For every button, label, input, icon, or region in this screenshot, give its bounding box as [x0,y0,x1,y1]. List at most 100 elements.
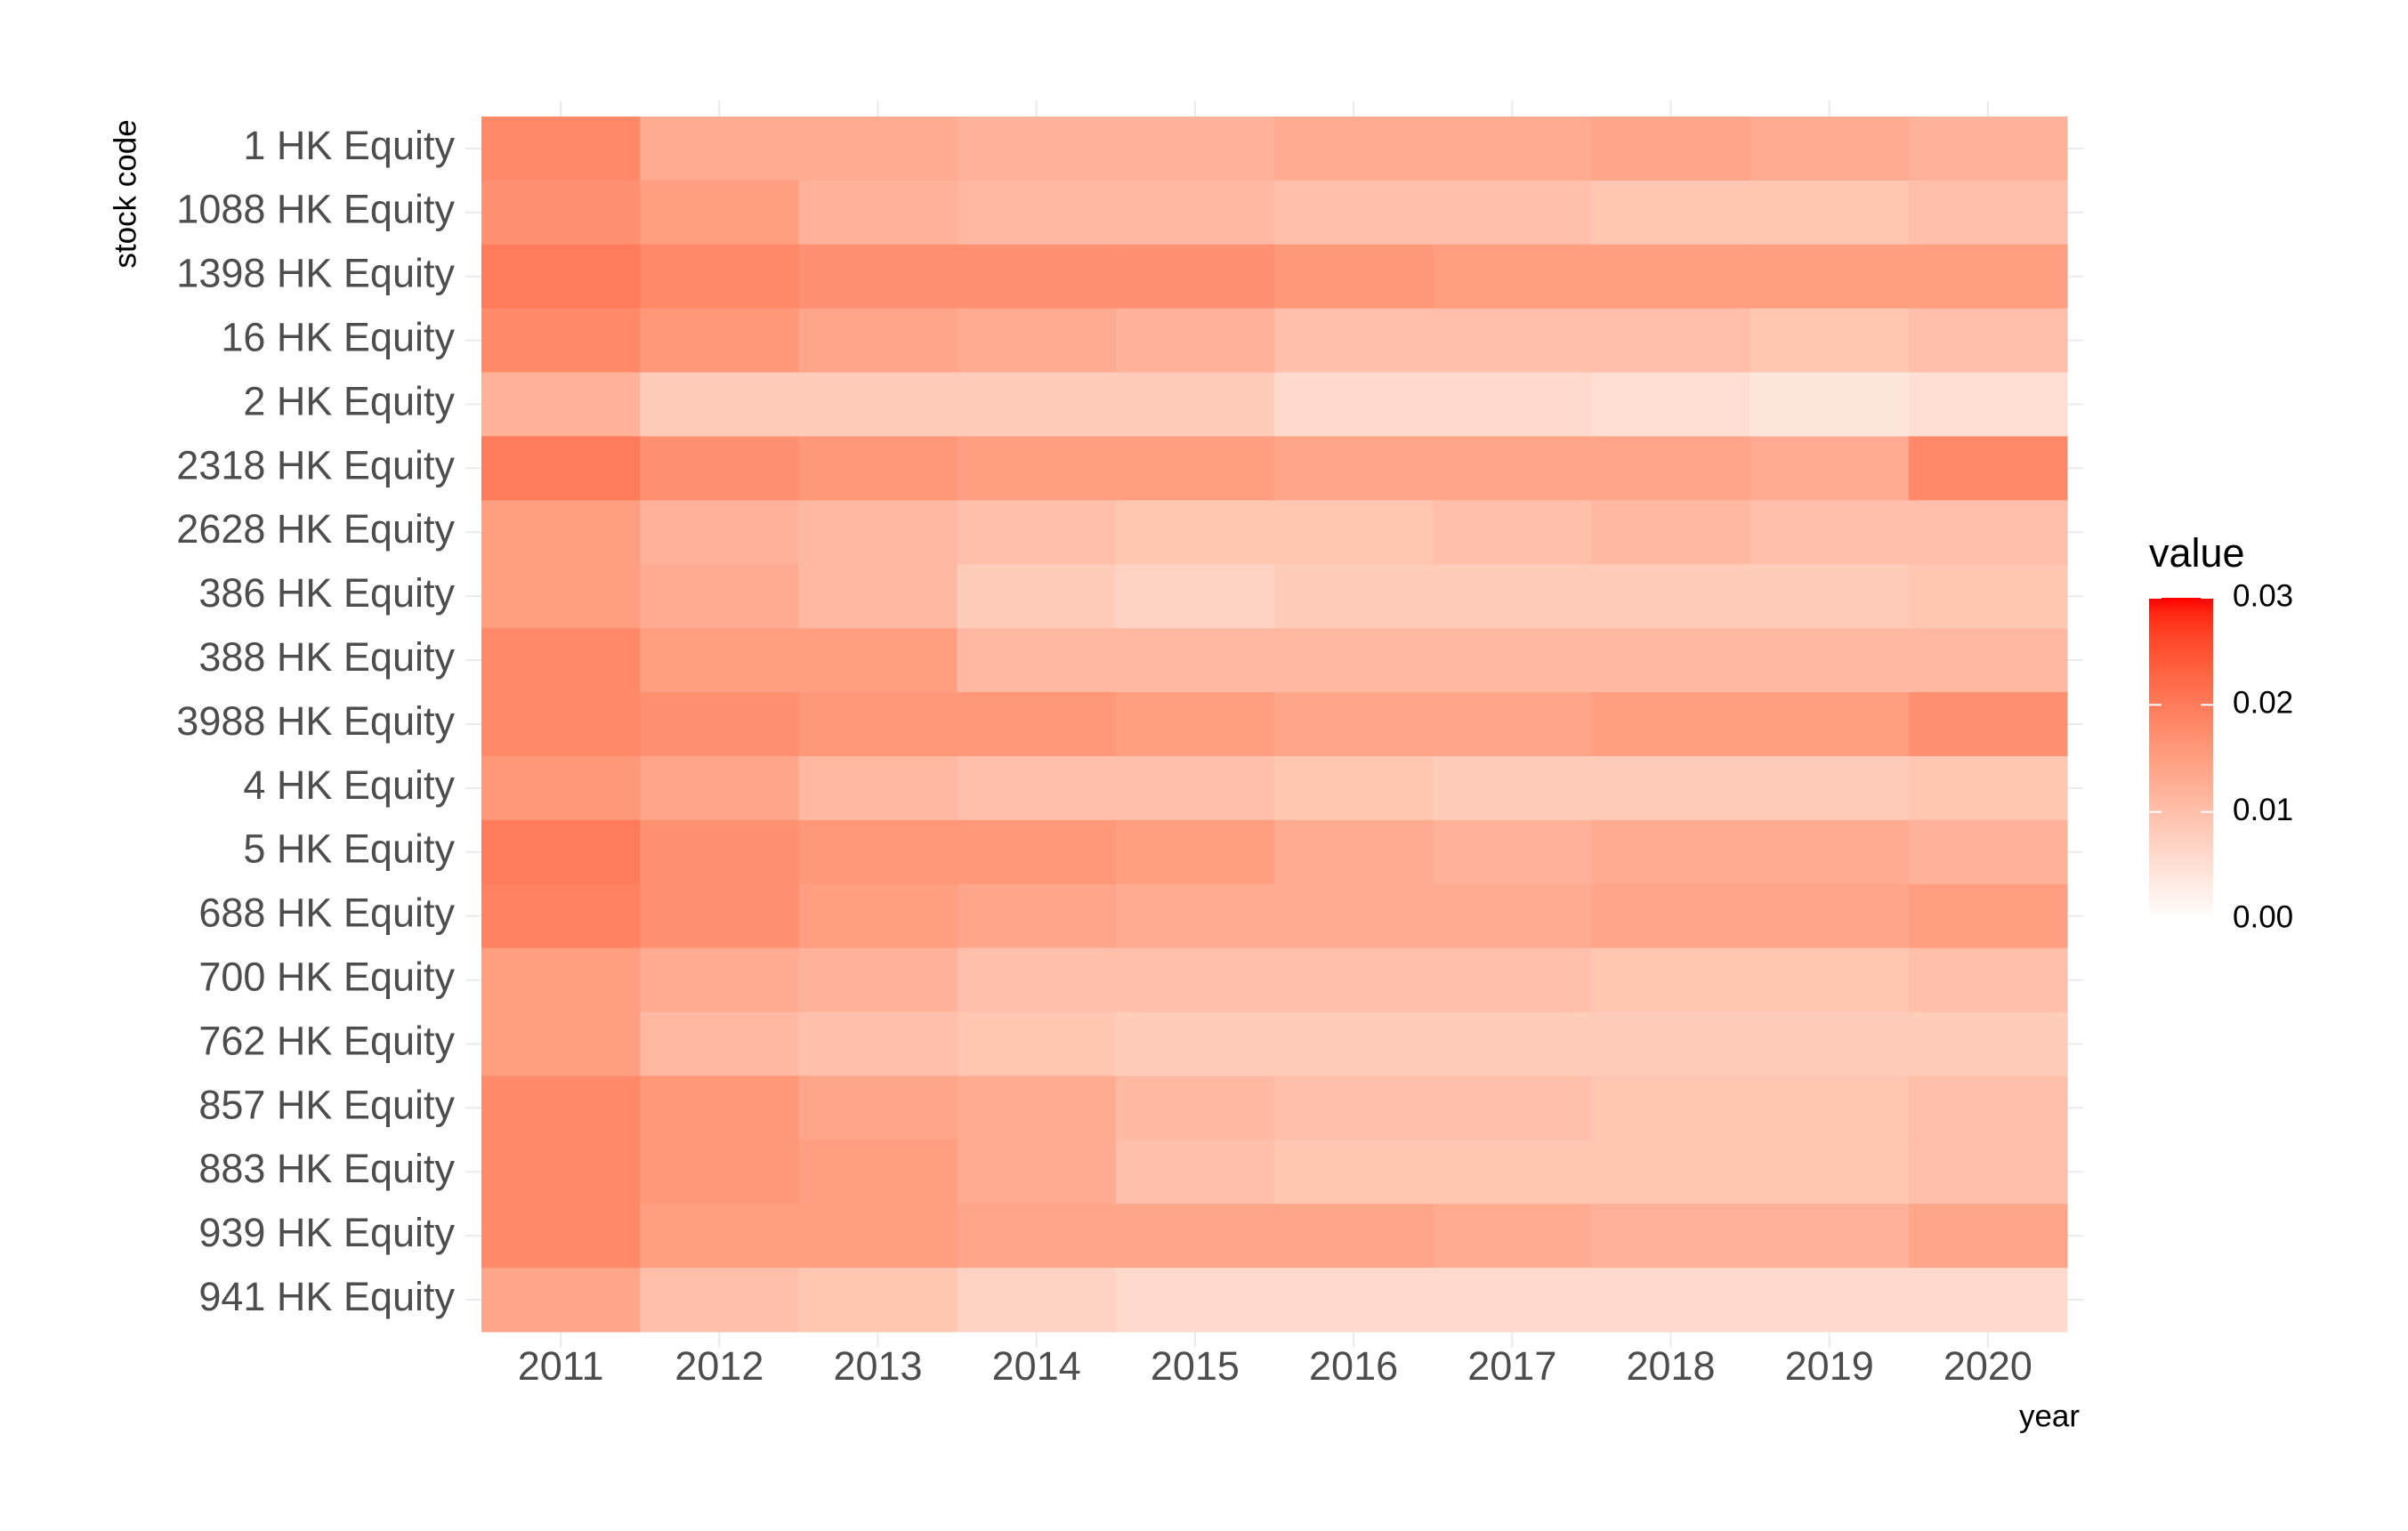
heat-cell [1908,1076,2068,1140]
heat-cell [798,883,958,949]
heat-cell [640,500,799,565]
heat-cell [640,1140,799,1205]
heat-cell [640,1204,799,1269]
y-tick-label: 700 HK Equity [198,954,455,999]
heat-cell [1433,372,1592,437]
heat-cell [1274,947,1434,1013]
heat-cell [1908,244,2068,310]
heat-cell [1908,883,2068,949]
heat-cell [1433,180,1592,246]
y-tick-label: 941 HK Equity [198,1274,455,1319]
x-tick-label: 2018 [1626,1343,1715,1389]
heat-cell [798,500,958,565]
heat-cell [798,1204,958,1269]
x-tick-label: 2020 [1943,1343,2032,1389]
heat-cell [1115,372,1275,437]
heat-cell [1433,1076,1592,1140]
heat-cell [957,180,1117,246]
heat-cell [640,564,799,629]
heat-cell [1115,180,1275,246]
heat-cell [640,628,799,693]
heat-cell [1115,947,1275,1013]
heat-cell [798,308,958,374]
heat-cell [1115,564,1275,629]
heat-cell [1908,372,2068,437]
heat-cell [1115,117,1275,181]
legend-title: value [2149,530,2245,576]
colorbar-label: 0.01 [2233,793,2293,827]
x-tick-label: 2016 [1309,1343,1398,1389]
heat-cell [1433,500,1592,565]
heat-cell [1433,1140,1592,1205]
heat-cell [1749,1076,1910,1140]
y-tick-label: 2318 HK Equity [176,442,455,488]
heat-cell [481,1268,641,1333]
heat-cell [1749,947,1910,1013]
heat-cell [1749,628,1910,693]
y-axis-title: stock code [108,119,142,268]
heat-cell [1274,1204,1434,1269]
heat-cell [1274,1268,1434,1333]
colorbar-label: 0.03 [2233,578,2293,613]
heat-cell [1433,883,1592,949]
heat-cell [481,1140,641,1205]
heat-cell [1274,628,1434,693]
heat-cell [957,564,1117,629]
heat-cell [481,883,641,949]
heat-cell [1749,436,1910,501]
heat-cell [1274,819,1434,885]
heat-cell [798,436,958,501]
heat-cell [1749,819,1910,885]
heat-cell [1749,308,1910,374]
heat-cell [1908,1011,2068,1076]
heat-cell [798,819,958,885]
heat-cell [1749,1204,1910,1269]
y-tick-label: 16 HK Equity [221,315,455,360]
heat-cell [1591,628,1751,693]
y-tick-label: 1088 HK Equity [176,187,455,232]
y-tick-label: 939 HK Equity [198,1210,455,1255]
heat-cell [957,1140,1117,1205]
heat-cell [1591,692,1751,757]
heat-cell [481,244,641,310]
heat-cell [481,692,641,757]
colorbar-label: 0.02 [2233,686,2293,721]
heat-cell [957,1011,1117,1076]
heat-cell [1274,1076,1434,1140]
heat-cell [1115,1011,1275,1076]
heat-cell [1433,755,1592,821]
heat-cell [640,883,799,949]
y-tick-label: 762 HK Equity [198,1018,455,1063]
heat-cell [1908,755,2068,821]
colorbar-label: 0.00 [2233,899,2293,934]
heat-cell [957,692,1117,757]
heat-cell [1749,117,1910,181]
heat-cell [640,692,799,757]
heat-cell [481,500,641,565]
heat-cell [481,1011,641,1076]
heat-cell [957,755,1117,821]
heat-cell [1749,755,1910,821]
heat-cell [798,692,958,757]
heat-cell [1433,628,1592,693]
heat-cell [957,372,1117,437]
heat-cell [640,180,799,246]
y-tick-label: 857 HK Equity [198,1082,455,1127]
heat-cell [798,947,958,1013]
heat-cell [1115,1268,1275,1333]
heat-cell [1908,1204,2068,1269]
x-tick-label: 2014 [992,1343,1081,1389]
heat-cell [1908,436,2068,501]
x-tick-label: 2019 [1785,1343,1874,1389]
heat-cell [1591,436,1751,501]
y-tick-label: 2628 HK Equity [176,506,455,552]
heat-cell [1591,117,1751,181]
heat-cell [1749,692,1910,757]
heat-cell [481,819,641,885]
heat-cell [1433,244,1592,310]
heat-cell [1591,372,1751,437]
heat-cell [481,308,641,374]
heat-cell [1908,692,2068,757]
heat-cell [1274,372,1434,437]
